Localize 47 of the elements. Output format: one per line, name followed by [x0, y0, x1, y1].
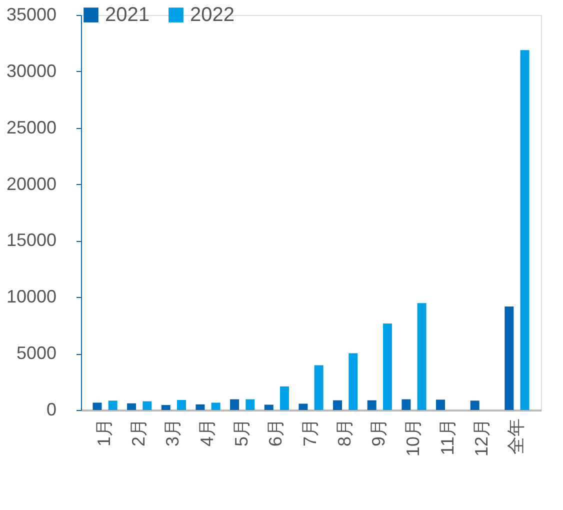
x-tick-label: 2月: [128, 418, 148, 447]
bar: [417, 303, 426, 410]
x-tick-label: 12月: [472, 418, 492, 457]
bar: [230, 399, 240, 410]
bar: [211, 402, 220, 410]
y-tick-label: 30000: [6, 60, 56, 81]
bar: [264, 404, 274, 410]
x-tick-label: 9月: [368, 418, 389, 447]
bar: [176, 400, 186, 410]
x-tick-label: 11月: [437, 418, 458, 456]
y-tick-label: 0: [46, 400, 56, 420]
x-tick-label: 8月: [334, 418, 354, 447]
y-tick-label: 25000: [6, 117, 56, 138]
bar: [504, 306, 514, 410]
bar: [108, 400, 118, 410]
legend-label: 2022: [190, 4, 234, 26]
bar: [348, 353, 358, 410]
x-tick-label: 10月: [402, 418, 423, 457]
bar: [436, 400, 446, 410]
x-tick-label: 1月: [94, 418, 114, 447]
bar: [142, 401, 152, 410]
bar: [520, 50, 530, 410]
y-tick-label: 35000: [6, 4, 56, 24]
bar: [196, 404, 205, 410]
bar: [382, 324, 392, 410]
legend-label: 2021: [105, 4, 150, 26]
x-tick-label: 5月: [231, 418, 252, 447]
bar: [92, 402, 102, 410]
y-tick-label: 10000: [6, 286, 56, 307]
y-tick-label: 5000: [16, 343, 56, 364]
x-tick-label: 7月: [300, 418, 320, 447]
bar: [402, 399, 411, 410]
bar: [367, 400, 376, 410]
x-tick-label: 4月: [197, 418, 218, 447]
bar: [246, 399, 255, 410]
x-tick-label: 6月: [266, 418, 286, 447]
x-tick-label: 全年: [506, 418, 526, 454]
bar: [470, 400, 480, 410]
bar: [280, 386, 289, 410]
bar: [333, 400, 342, 410]
bar: [298, 404, 308, 410]
y-tick-label: 15000: [6, 230, 56, 250]
bar: [127, 403, 136, 410]
x-tick-label: 3月: [162, 418, 183, 447]
bar: [314, 365, 324, 410]
bar: [161, 405, 170, 410]
y-tick-label: 20000: [6, 174, 56, 194]
